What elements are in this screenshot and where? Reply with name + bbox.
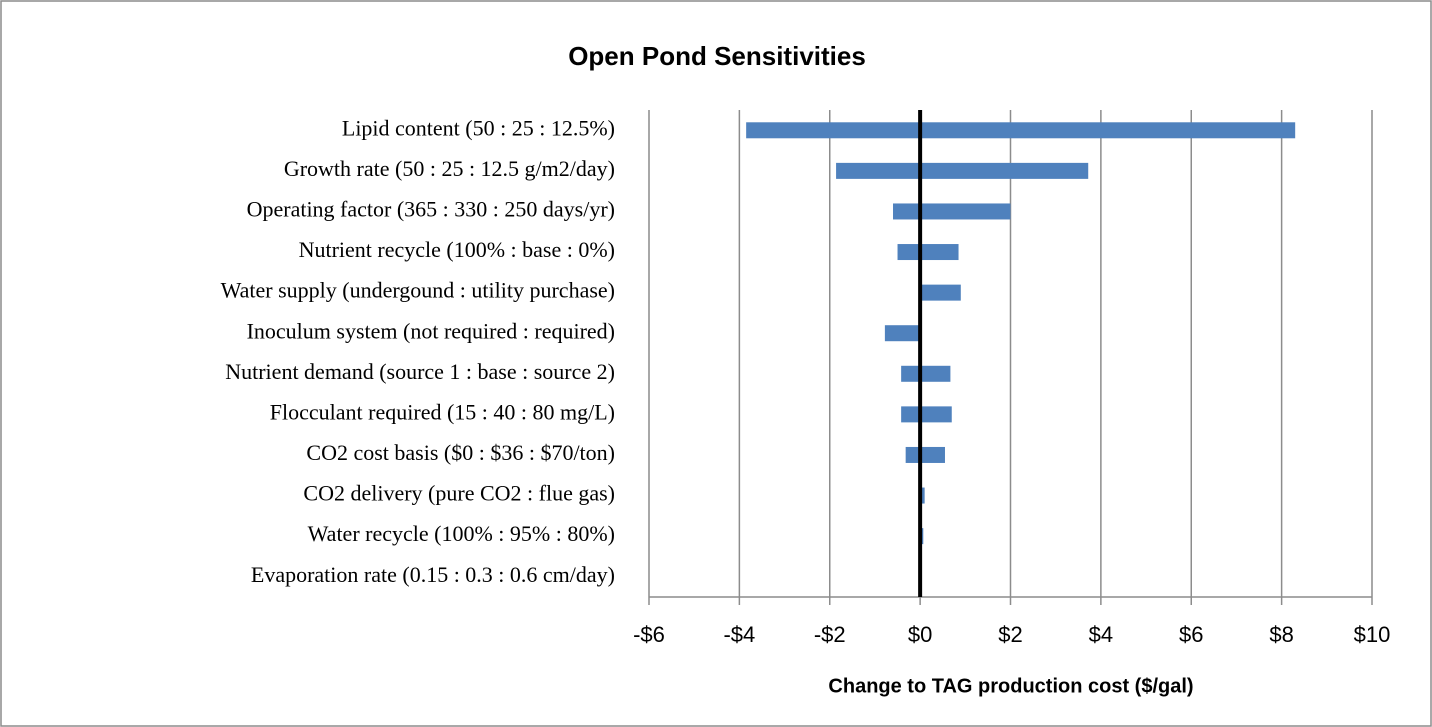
- x-tick-label: -$6: [633, 622, 665, 647]
- x-axis-label: Change to TAG production cost ($/gal): [828, 675, 1193, 697]
- bar: [920, 203, 1011, 220]
- y-tick-label: Growth rate (50 : 25 : 12.5 g/m2/day): [284, 156, 615, 181]
- bar: [905, 446, 921, 463]
- x-tick-label: $2: [998, 622, 1022, 647]
- x-tick-label: $0: [908, 622, 932, 647]
- bar: [901, 365, 921, 382]
- bar: [901, 406, 921, 423]
- y-tick-label: Water supply (undergound : utility purch…: [221, 278, 615, 303]
- bar: [920, 122, 1296, 139]
- y-tick-label: Inoculum system (not required : required…: [247, 318, 615, 343]
- y-tick-label: CO2 delivery (pure CO2 : flue gas): [303, 481, 615, 506]
- y-tick-label: Lipid content (50 : 25 : 12.5%): [342, 115, 615, 140]
- x-tick-label: $10: [1354, 622, 1391, 647]
- bar: [897, 244, 921, 261]
- y-tick-label: CO2 cost basis ($0 : $36 : $70/ton): [306, 440, 615, 465]
- bar: [893, 203, 921, 220]
- bar: [884, 325, 921, 342]
- bar: [920, 446, 945, 463]
- bar: [920, 406, 952, 423]
- y-tick-label: Water recycle (100% : 95% : 80%): [308, 521, 615, 546]
- x-tick-label: $8: [1269, 622, 1293, 647]
- bar: [920, 244, 959, 261]
- y-tick-label: Flocculant required (15 : 40 : 80 mg/L): [270, 399, 615, 424]
- y-tick-label: Nutrient recycle (100% : base : 0%): [299, 237, 615, 262]
- bar: [920, 162, 1089, 179]
- bar: [746, 122, 921, 139]
- chart-title: Open Pond Sensitivities: [568, 41, 866, 71]
- y-tick-label: Nutrient demand (source 1 : base : sourc…: [225, 359, 615, 384]
- x-tick-label: -$2: [814, 622, 846, 647]
- y-tick-label: Operating factor (365 : 330 : 250 days/y…: [247, 197, 615, 222]
- bar: [920, 284, 961, 301]
- x-tick-label: $4: [1089, 622, 1113, 647]
- bar: [920, 365, 951, 382]
- y-tick-label: Evaporation rate (0.15 : 0.3 : 0.6 cm/da…: [251, 562, 615, 587]
- bar: [836, 162, 921, 179]
- x-tick-label: $6: [1179, 622, 1203, 647]
- bar: [920, 487, 925, 504]
- x-tick-label: -$4: [723, 622, 755, 647]
